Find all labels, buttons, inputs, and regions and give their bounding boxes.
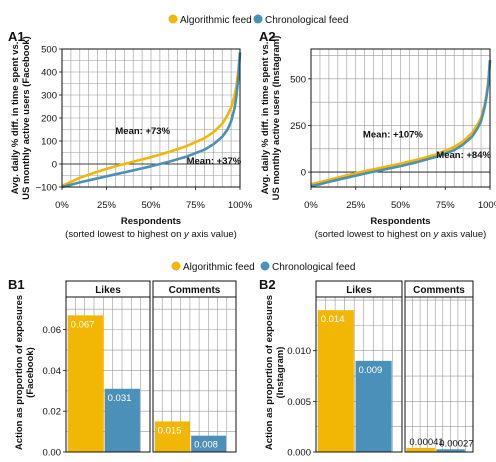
x-tick-label: 0% <box>55 200 69 211</box>
y-axis-title-line: Action as proportion of exposures <box>264 295 275 450</box>
x-tick-label: 0% <box>304 200 318 211</box>
bar-chronological <box>355 360 392 452</box>
y-tick-label: 300 <box>41 91 57 102</box>
panel-label: B2 <box>259 277 276 292</box>
panel-label: A1 <box>8 29 25 44</box>
bar-value-label: 0.00041 <box>409 437 443 448</box>
y-tick-label: 400 <box>41 68 57 79</box>
y-axis-title-line: Action as proportion of exposures <box>14 295 25 450</box>
y-axis-title-line: US monthly active users (Facebook) <box>21 36 32 200</box>
y-tick-label: 100 <box>41 137 57 148</box>
x-axis-subtitle-part: y <box>433 229 440 240</box>
facet-frame <box>152 296 237 453</box>
bar-value-label: 0.031 <box>108 393 132 404</box>
x-tick-label: 50% <box>141 200 161 211</box>
panel-label: A2 <box>259 29 276 44</box>
x-tick-label: 75% <box>436 200 456 211</box>
y-tick-label: 0.00 <box>43 448 62 459</box>
legend-swatch-chronological <box>253 14 263 24</box>
mean-annotation: Mean: +84% <box>436 150 491 161</box>
y-tick-label: 0 <box>301 168 306 179</box>
facet-label: Comments <box>169 285 221 296</box>
legend-top: Algorithmic feed Chronological feed <box>168 14 348 26</box>
bar-chronological <box>104 388 140 452</box>
legend-label-algorithmic: Algorithmic feed <box>180 15 252 26</box>
x-axis-subtitle: (sorted lowest to highest on y axis valu… <box>315 229 487 240</box>
x-tick-label: 50% <box>391 200 411 211</box>
bar-value-label: 0.067 <box>71 319 95 330</box>
y-tick-label: 500 <box>41 45 57 56</box>
legend-label-chronological: Chronological feed <box>265 15 348 26</box>
bar-value-label: 0.00027 <box>439 438 473 449</box>
bar-value-label: 0.014 <box>321 314 345 325</box>
y-tick-label: 0.06 <box>43 325 62 336</box>
legend-swatch-algorithmic-b <box>171 261 181 271</box>
y-tick-label: 0.04 <box>43 366 62 377</box>
legend-label-algorithmic-b: Algorithmic feed <box>183 262 255 273</box>
legend-swatch-algorithmic <box>168 14 178 24</box>
legend-label-chronological-b: Chronological feed <box>272 262 355 273</box>
series-line-chronological <box>310 60 492 188</box>
y-tick-label: −100 <box>36 183 57 194</box>
bar-value-label: 0.009 <box>359 365 383 376</box>
x-tick-label: 100% <box>228 200 253 211</box>
mean-annotation: Mean: +107% <box>363 130 423 141</box>
facet-frame <box>404 296 474 453</box>
chart-a1: A1 −100 0 100 200 300 400 500 0% 25% 50% 75% 100% Mea… <box>8 29 253 240</box>
x-axis-subtitle-part: (sorted lowest to highest on <box>65 229 184 240</box>
facet-label: Likes <box>346 285 372 296</box>
y-tick-label: 500 <box>290 74 306 85</box>
bar-algorithmic <box>67 315 103 452</box>
bar-algorithmic <box>317 310 354 452</box>
y-tick-label: 200 <box>41 114 57 125</box>
y-axis-title-line: Avg. daily % diff. in time spent vs. <box>260 42 271 195</box>
legend-middle: Algorithmic feed Chronological feed <box>171 261 355 273</box>
bar-value-label: 0.015 <box>158 425 182 436</box>
chart-b1: B1 Likes 0.067 0.031 Comments 0.015 0.008 0.00 0… <box>8 277 237 459</box>
bar-chronological <box>191 435 227 452</box>
panel-label: B1 <box>8 277 25 292</box>
x-tick-label: 25% <box>346 200 366 211</box>
x-axis-subtitle-part: y <box>183 229 190 240</box>
y-tick-label: 0.010 <box>287 346 311 357</box>
legend-swatch-chronological-b <box>260 261 270 271</box>
bar-chronological <box>436 449 465 452</box>
y-axis-title-line: (Facebook) <box>25 347 36 398</box>
facet-frame <box>65 296 151 453</box>
y-tick-label: 0.000 <box>287 448 311 459</box>
facet-label: Likes <box>95 285 121 296</box>
y-tick-label: 0 <box>52 160 57 171</box>
x-axis-subtitle-part: axis value) <box>438 229 486 240</box>
x-axis-subtitle: (sorted lowest to highest on y axis valu… <box>65 229 237 240</box>
x-tick-label: 25% <box>97 200 117 211</box>
series-line-chronological <box>61 52 242 189</box>
x-axis-subtitle-part: (sorted lowest to highest on <box>315 229 434 240</box>
bar-algorithmic <box>154 421 190 452</box>
bar-algorithmic <box>406 447 435 452</box>
x-axis-title: Respondents <box>121 216 181 227</box>
x-tick-label: 100% <box>478 200 496 211</box>
bar-value-label: 0.008 <box>194 440 218 451</box>
x-axis-subtitle-part: axis value) <box>189 229 237 240</box>
y-tick-label: 0.005 <box>287 397 311 408</box>
x-tick-label: 75% <box>186 200 206 211</box>
facet-frame <box>315 296 403 453</box>
facet-label: Comments <box>413 285 465 296</box>
y-tick-label: 0.02 <box>43 407 62 418</box>
y-axis-title-line: (Instagram) <box>275 347 286 399</box>
x-axis-title: Respondents <box>370 216 430 227</box>
y-axis-title-line: Avg. daily % diff. in time spent vs. <box>10 42 21 195</box>
mean-annotation: Mean: +73% <box>115 126 170 137</box>
mean-annotation: Mean: +37% <box>187 156 242 167</box>
y-axis-title-line: US monthly active users (Instagram) <box>271 36 282 201</box>
chart-a2: A2 0 250 500 0% 25% 50% 75% 100% Mean: +107% Mean:… <box>259 29 496 240</box>
series-line-algorithmic <box>61 52 242 187</box>
y-tick-label: 250 <box>290 121 306 132</box>
